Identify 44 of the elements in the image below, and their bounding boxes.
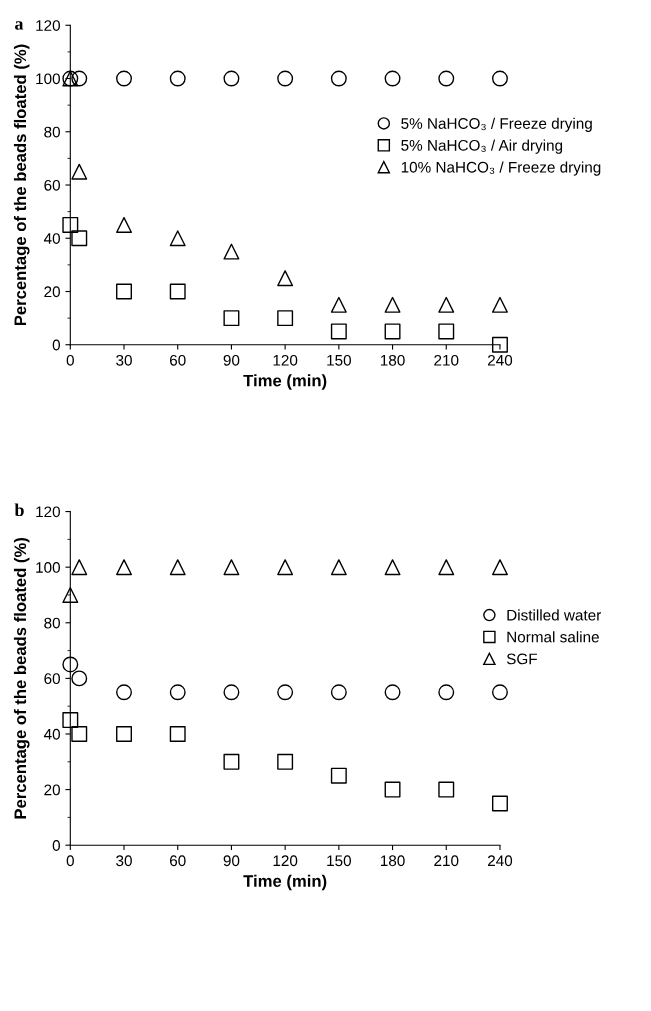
x-tick-label: 180 xyxy=(380,354,405,366)
y-tick-label: 120 xyxy=(36,506,60,518)
x-tick-label: 30 xyxy=(116,354,132,366)
y-tick-label: 40 xyxy=(43,728,60,740)
x-tick-label: 240 xyxy=(487,354,513,366)
x-tick-label: 180 xyxy=(380,855,405,867)
y-tick-label: 60 xyxy=(44,179,60,191)
y-tick-label: 40 xyxy=(43,233,60,244)
y-axis-title: Percentage of the beads floated (%) xyxy=(13,44,30,326)
text: a xyxy=(15,21,24,30)
x-tick-label: 120 xyxy=(273,855,298,867)
x-tick-label: 60 xyxy=(170,354,186,366)
x-tick-label: 0 xyxy=(66,855,74,867)
legend-label: SGF xyxy=(506,653,537,665)
x-tick-label: 150 xyxy=(327,855,351,867)
y-tick-label: 80 xyxy=(44,126,60,138)
legend-label: 10% NaHCO₃ / Freeze drying xyxy=(401,161,601,176)
y-tick-label: 80 xyxy=(44,617,60,629)
y-tick-label: 0 xyxy=(52,339,60,351)
x-tick-label: 90 xyxy=(223,354,240,366)
x-tick-label: 90 xyxy=(223,855,240,867)
x-tick-label: 210 xyxy=(434,354,459,366)
x-tick-label: 150 xyxy=(327,354,351,366)
y-tick-label: 20 xyxy=(44,784,60,796)
legend-label: Distilled water xyxy=(507,609,602,621)
y-tick-label: 100 xyxy=(36,562,60,573)
x-tick-label: 240 xyxy=(487,855,513,867)
text: b xyxy=(14,503,24,517)
legend-label: 5% NaHCO₃ / Air drying xyxy=(401,139,563,154)
x-tick-label: 30 xyxy=(116,855,132,867)
legend-label: 5% NaHCO₃ / Freeze drying xyxy=(401,117,592,132)
x-tick-label: 0 xyxy=(66,354,74,366)
x-tick-label: 120 xyxy=(273,354,298,366)
x-axis-title: Time (min) xyxy=(243,374,327,390)
y-tick-label: 20 xyxy=(44,286,60,298)
x-tick-label: 210 xyxy=(434,855,459,867)
y-tick-label: 100 xyxy=(36,73,60,85)
y-tick-label: 120 xyxy=(36,20,60,31)
legend-label: Normal saline xyxy=(507,631,599,643)
y-tick-label: 0 xyxy=(52,840,60,851)
x-tick-label: 60 xyxy=(170,855,186,867)
x-axis-title: Time (min) xyxy=(243,874,327,891)
y-tick-label: 60 xyxy=(44,673,60,685)
y-axis-title: Percentage of the beads floated (%) xyxy=(13,537,30,819)
